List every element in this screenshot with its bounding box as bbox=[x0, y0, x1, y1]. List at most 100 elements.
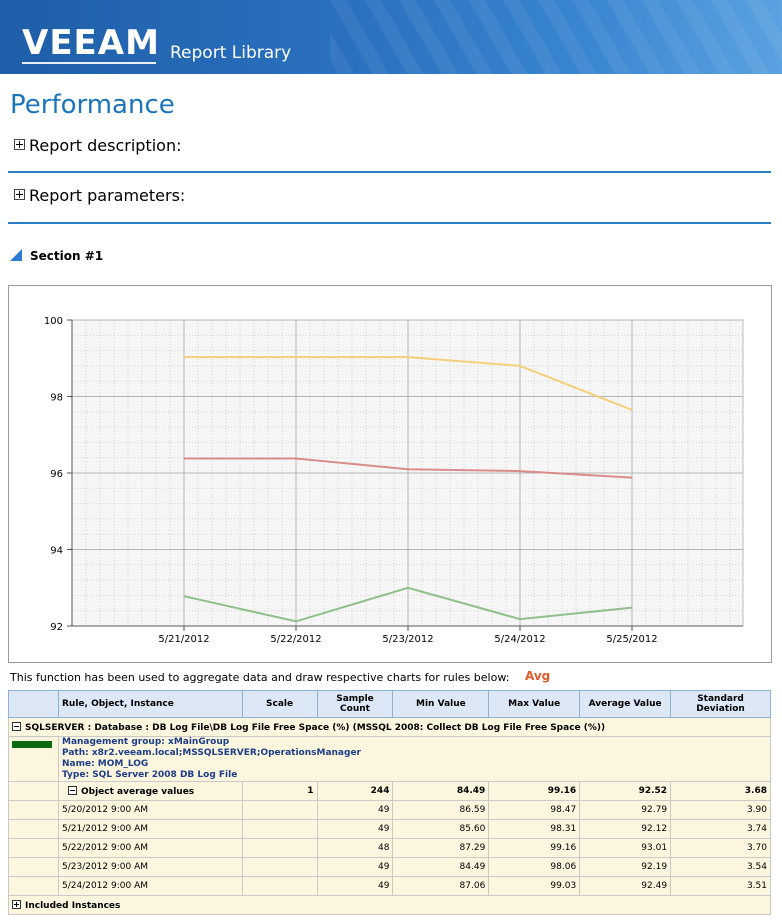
row-max: 98.31 bbox=[488, 819, 581, 839]
expand-icon bbox=[14, 189, 25, 200]
series-color-swatch bbox=[12, 741, 52, 748]
row-avg: 92.12 bbox=[579, 819, 672, 839]
divider bbox=[8, 171, 771, 173]
row-count: 49 bbox=[316, 857, 394, 877]
table-row: 5/22/2012 9:00 AM 48 87.29 99.16 93.01 3… bbox=[8, 838, 771, 858]
y-tick-label: 98 bbox=[50, 393, 63, 404]
row-count: 48 bbox=[316, 838, 394, 858]
row-avg: 93.01 bbox=[579, 838, 672, 858]
row-date: 5/20/2012 9:00 AM bbox=[57, 800, 243, 820]
row-avg: 92.49 bbox=[579, 876, 672, 896]
row-date: 5/21/2012 9:00 AM bbox=[57, 819, 243, 839]
meta-cell: Management group: xMainGroup Path: x8r2.… bbox=[57, 736, 772, 782]
row-max: 98.47 bbox=[488, 800, 581, 820]
chart-canvas: 100 98 96 94 92 5/21/2012 5/22/2012 5/23/2012 5/… bbox=[44, 316, 744, 645]
performance-chart: 100 98 96 94 92 5/21/2012 5/22/2012 5/23/2012 5/… bbox=[8, 285, 772, 663]
meta-row: Management group: xMainGroup Path: x8r2.… bbox=[8, 736, 772, 782]
meta-group: Management group: xMainGroup bbox=[61, 737, 230, 747]
row-std: 3.74 bbox=[670, 819, 771, 839]
collapse-icon[interactable] bbox=[12, 721, 21, 731]
report-parameters-label: Report parameters: bbox=[29, 186, 186, 205]
summary-std: 3.68 bbox=[670, 781, 771, 801]
section-header[interactable]: Section #1 bbox=[10, 249, 103, 263]
x-tick-label: 5/25/2012 bbox=[606, 634, 657, 645]
row-count: 49 bbox=[316, 819, 394, 839]
group-title: SQLSERVER : Database : DB Log File\DB Lo… bbox=[25, 722, 606, 733]
summary-row[interactable]: Object average values 1 244 84.49 99.16 … bbox=[8, 781, 771, 801]
table-row: 5/21/2012 9:00 AM 49 85.60 98.31 92.12 3… bbox=[8, 819, 771, 839]
row-min: 85.60 bbox=[392, 819, 490, 839]
col-min[interactable]: Min Value bbox=[392, 690, 490, 718]
x-tick-label: 5/22/2012 bbox=[270, 634, 321, 645]
col-scale[interactable]: Scale bbox=[241, 690, 318, 718]
row-min: 87.06 bbox=[392, 876, 490, 896]
summary-label: Object average values bbox=[80, 786, 195, 797]
table-row: 5/23/2012 9:00 AM 49 84.49 98.06 92.19 3… bbox=[8, 857, 771, 877]
collapse-triangle-icon bbox=[10, 249, 22, 261]
summary-min: 84.49 bbox=[392, 781, 490, 801]
expand-icon[interactable] bbox=[12, 899, 21, 909]
function-description: This function has been used to aggregate… bbox=[10, 671, 510, 684]
row-date: 5/24/2012 9:00 AM bbox=[57, 876, 243, 896]
included-instances-row[interactable]: Included Instances bbox=[8, 895, 771, 915]
report-description-toggle[interactable]: Report description: bbox=[14, 136, 181, 155]
row-std: 3.90 bbox=[670, 800, 771, 820]
veeam-logo: VEEAM bbox=[22, 23, 160, 63]
expand-icon bbox=[14, 139, 25, 150]
table-header-row: Rule, Object, Instance Scale Sample Coun… bbox=[8, 690, 771, 718]
row-min: 87.29 bbox=[392, 838, 490, 858]
col-average[interactable]: Average Value bbox=[579, 690, 672, 718]
summary-avg: 92.52 bbox=[579, 781, 672, 801]
row-avg: 92.79 bbox=[579, 800, 672, 820]
table-row: 5/24/2012 9:00 AM 49 87.06 99.03 92.49 3… bbox=[8, 876, 771, 896]
report-header: VEEAM Report Library bbox=[0, 0, 782, 74]
report-parameters-toggle[interactable]: Report parameters: bbox=[14, 186, 185, 205]
meta-path: Path: x8r2.veeam.local;MSSQLSERVER;Opera… bbox=[61, 748, 361, 758]
row-avg: 92.19 bbox=[579, 857, 672, 877]
y-tick-label: 92 bbox=[50, 622, 63, 633]
x-tick-label: 5/24/2012 bbox=[494, 634, 545, 645]
y-tick-label: 94 bbox=[50, 546, 63, 557]
series-line-3 bbox=[183, 586, 633, 623]
meta-type: Type: SQL Server 2008 DB Log File bbox=[61, 770, 238, 780]
report-description-label: Report description: bbox=[29, 136, 182, 155]
row-std: 3.54 bbox=[670, 857, 771, 877]
y-tick-label: 96 bbox=[50, 469, 63, 480]
summary-scale: 1 bbox=[241, 781, 318, 801]
row-max: 99.03 bbox=[488, 876, 581, 896]
group-row[interactable]: SQLSERVER : Database : DB Log File\DB Lo… bbox=[8, 717, 771, 737]
series-line-1 bbox=[184, 356, 633, 411]
x-tick-label: 5/23/2012 bbox=[382, 634, 433, 645]
series-line-2 bbox=[184, 457, 633, 479]
row-std: 3.70 bbox=[670, 838, 771, 858]
row-min: 84.49 bbox=[392, 857, 490, 877]
col-sample-count[interactable]: Sample Count bbox=[316, 690, 394, 718]
col-rule[interactable]: Rule, Object, Instance bbox=[57, 690, 243, 718]
col-swatch bbox=[8, 690, 59, 718]
included-instances-label: Included Instances bbox=[25, 900, 121, 911]
row-max: 99.16 bbox=[488, 838, 581, 858]
col-max[interactable]: Max Value bbox=[488, 690, 581, 718]
summary-count: 244 bbox=[316, 781, 394, 801]
row-min: 86.59 bbox=[392, 800, 490, 820]
meta-name: Name: MOM_LOG bbox=[61, 759, 149, 769]
col-std-dev[interactable]: Standard Deviation bbox=[670, 690, 771, 718]
row-date: 5/22/2012 9:00 AM bbox=[57, 838, 243, 858]
row-date: 5/23/2012 9:00 AM bbox=[57, 857, 243, 877]
table-row: 5/20/2012 9:00 AM 49 86.59 98.47 92.79 3… bbox=[8, 800, 771, 820]
section-label: Section #1 bbox=[30, 249, 104, 263]
x-tick-label: 5/21/2012 bbox=[158, 634, 209, 645]
row-count: 49 bbox=[316, 876, 394, 896]
data-table: Rule, Object, Instance Scale Sample Coun… bbox=[8, 690, 772, 915]
function-value: Avg bbox=[525, 669, 551, 683]
row-max: 98.06 bbox=[488, 857, 581, 877]
divider bbox=[8, 222, 771, 224]
collapse-icon[interactable] bbox=[67, 785, 77, 795]
summary-max: 99.16 bbox=[488, 781, 581, 801]
report-library-title: Report Library bbox=[170, 43, 292, 63]
logo-underline bbox=[22, 62, 156, 64]
y-tick-label: 100 bbox=[44, 316, 63, 327]
row-count: 49 bbox=[316, 800, 394, 820]
page-title: Performance bbox=[10, 90, 175, 120]
series-swatch-cell bbox=[8, 736, 59, 782]
